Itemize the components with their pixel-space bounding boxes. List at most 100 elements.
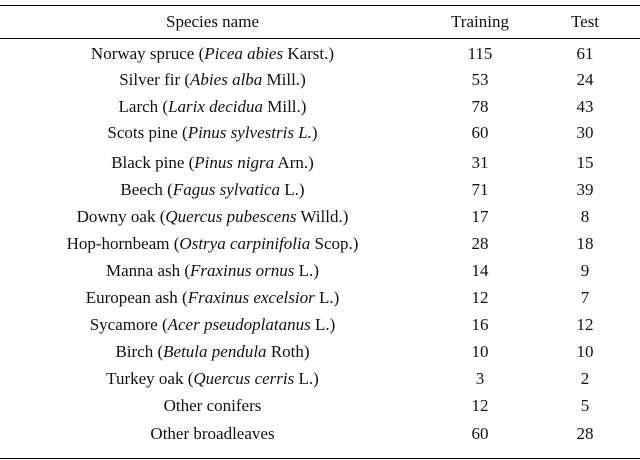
table-row: Larch (Larix decidua Mill.) 78 43 xyxy=(0,95,640,119)
test-count: 39 xyxy=(576,180,594,199)
training-count: 115 xyxy=(467,44,493,63)
latin-name: Quercus pubescens xyxy=(165,207,297,226)
common-name: Turkey oak xyxy=(106,369,184,388)
latin-name: Pinus nigra xyxy=(194,153,275,172)
latin-name: Quercus cerris xyxy=(193,369,295,388)
training-count: 10 xyxy=(471,342,489,361)
test-count: 18 xyxy=(576,234,594,253)
species-name-cell: Manna ash (Fraxinus ornus L.) xyxy=(106,261,319,280)
table-row: Norway spruce (Picea abies Karst.) 115 61 xyxy=(0,42,640,66)
author-name: Mill. xyxy=(266,70,301,89)
species-name-cell: Other conifers xyxy=(0,394,425,418)
common-name: European ash xyxy=(85,288,178,307)
species-name-cell: Beech (Fagus sylvatica L.) xyxy=(120,180,305,199)
training-count: 3 xyxy=(475,369,485,388)
common-name: Larch xyxy=(118,97,159,116)
latin-name: Fraxinus excelsior xyxy=(187,288,315,307)
author-name: Willd. xyxy=(300,207,343,226)
table-row: European ash (Fraxinus excelsior L.) 12 7 xyxy=(0,286,640,310)
training-count: 71 xyxy=(471,180,489,199)
latin-name: Pinus sylvestris L. xyxy=(187,123,312,142)
test-count: 5 xyxy=(580,396,590,415)
training-count: 28 xyxy=(471,234,489,253)
latin-name: Fraxinus ornus xyxy=(190,261,295,280)
test-count: 61 xyxy=(576,44,594,63)
table-row: Scots pine (Pinus sylvestris L.) 60 30 xyxy=(0,121,640,145)
training-count: 16 xyxy=(471,315,489,334)
test-count: 28 xyxy=(576,424,594,443)
header-test: Test xyxy=(570,12,600,31)
common-name: Sycamore xyxy=(89,315,158,334)
table-row: Manna ash (Fraxinus ornus L.) 14 9 xyxy=(0,259,640,283)
training-count: 31 xyxy=(471,153,489,172)
table-row: Hop-hornbeam (Ostrya carpinifolia Scop.)… xyxy=(0,232,640,256)
table-row: Sycamore (Acer pseudoplatanus L.) 16 12 xyxy=(0,313,640,337)
common-name: Norway spruce xyxy=(90,44,195,63)
common-name: Beech xyxy=(120,180,163,199)
author-name: Mill. xyxy=(267,97,301,116)
common-name: Manna ash xyxy=(106,261,181,280)
species-name-cell: Black pine (Pinus nigra Arn.) xyxy=(111,153,314,172)
author-name: L. xyxy=(298,369,314,388)
test-count: 30 xyxy=(576,123,594,142)
test-count: 24 xyxy=(576,70,594,89)
latin-name: Acer pseudoplatanus xyxy=(167,315,311,334)
species-name-cell: Hop-hornbeam (Ostrya carpinifolia Scop.) xyxy=(66,234,359,253)
species-name-cell: Norway spruce (Picea abies Karst.) xyxy=(90,44,335,63)
training-count: 60 xyxy=(471,424,489,443)
latin-name: Picea abies xyxy=(204,44,284,63)
table-row: Other conifers 12 5 xyxy=(0,394,640,418)
training-count: 60 xyxy=(471,123,489,142)
header-species: Species name xyxy=(166,12,259,31)
test-count: 12 xyxy=(576,315,594,334)
table-row: Beech (Fagus sylvatica L.) 71 39 xyxy=(0,178,640,202)
species-name-cell: Downy oak (Quercus pubescens Willd.) xyxy=(76,207,349,226)
table-row: Turkey oak (Quercus cerris L.) 3 2 xyxy=(0,367,640,391)
top-rule xyxy=(0,5,640,6)
training-count: 53 xyxy=(471,70,489,89)
common-name: Birch xyxy=(115,342,154,361)
latin-name: Ostrya carpinifolia xyxy=(179,234,311,253)
author-name: Roth xyxy=(270,342,304,361)
test-count: 43 xyxy=(576,97,594,116)
common-name: Hop-hornbeam xyxy=(66,234,170,253)
common-name: Black pine xyxy=(111,153,185,172)
common-name: Other conifers xyxy=(163,396,262,415)
test-count: 9 xyxy=(580,261,590,280)
species-name-cell: Other broadleaves xyxy=(0,422,425,446)
common-name: Scots pine xyxy=(107,123,178,142)
header-training: Training xyxy=(451,12,509,31)
author-name: L. xyxy=(318,288,334,307)
bottom-rule xyxy=(0,458,640,459)
author-name: L. xyxy=(298,261,314,280)
table-row: Birch (Betula pendula Roth) 10 10 xyxy=(0,340,640,364)
table-row: Silver fir (Abies alba Mill.) 53 24 xyxy=(0,68,640,92)
author-name: Arn. xyxy=(277,153,309,172)
training-count: 12 xyxy=(471,288,489,307)
common-name: Silver fir xyxy=(119,70,181,89)
common-name: Downy oak xyxy=(76,207,156,226)
species-name-cell: Birch (Betula pendula Roth) xyxy=(115,342,310,361)
training-count: 14 xyxy=(471,261,489,280)
header-row: Species name Training Test xyxy=(0,10,640,34)
author-name: Karst. xyxy=(287,44,329,63)
test-count: 2 xyxy=(580,369,590,388)
species-name-cell: Sycamore (Acer pseudoplatanus L.) xyxy=(89,315,336,334)
test-count: 10 xyxy=(576,342,594,361)
author-name: Scop. xyxy=(314,234,353,253)
author-name: L. xyxy=(284,180,299,199)
latin-name: Betula pendula xyxy=(163,342,267,361)
species-name-cell: Silver fir (Abies alba Mill.) xyxy=(119,70,306,89)
table-row: Other broadleaves 60 28 xyxy=(0,422,640,446)
test-count: 15 xyxy=(576,153,594,172)
training-count: 12 xyxy=(471,396,489,415)
species-name-cell: Larch (Larix decidua Mill.) xyxy=(118,97,307,116)
species-name-cell: Turkey oak (Quercus cerris L.) xyxy=(106,369,319,388)
latin-name: Abies alba xyxy=(190,70,263,89)
table-row: Downy oak (Quercus pubescens Willd.) 17 8 xyxy=(0,205,640,229)
species-name-cell: European ash (Fraxinus excelsior L.) xyxy=(85,288,340,307)
common-name: Other broadleaves xyxy=(150,424,275,443)
species-name-cell: Scots pine (Pinus sylvestris L.) xyxy=(107,123,318,142)
training-count: 17 xyxy=(471,207,489,226)
test-count: 7 xyxy=(580,288,590,307)
